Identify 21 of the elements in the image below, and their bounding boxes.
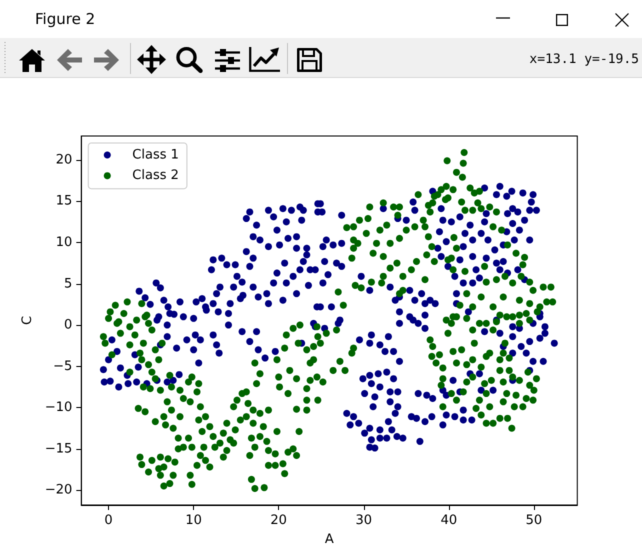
y-axis-title: C	[20, 316, 35, 326]
x-tick-label: 10	[185, 513, 202, 528]
y-tick-label: 5	[64, 276, 72, 292]
y-tick-label: 0	[64, 318, 72, 333]
y-tick-label: 15	[56, 194, 72, 209]
legend-label: Class 1	[132, 148, 179, 162]
x-tick-label: 0	[104, 513, 113, 528]
x-tick-label: 30	[355, 513, 372, 528]
legend-label: Class 2	[132, 168, 179, 184]
y-tick-label: −10	[44, 400, 72, 416]
y-tick-label: −5	[53, 358, 72, 374]
text: x=13.1 y=-19.5	[529, 52, 639, 68]
y-tick-label: −15	[44, 441, 72, 456]
y-tick-label: 10	[56, 234, 72, 250]
x-tick-label: 40	[440, 513, 458, 528]
y-tick-label: −20	[44, 482, 72, 498]
y-tick-label: 20	[56, 152, 72, 168]
x-axis-title: A	[324, 532, 334, 547]
x-tick-label: 50	[526, 513, 542, 528]
chart-title: Figure 2	[35, 10, 96, 29]
x-tick-label: 20	[270, 513, 287, 528]
